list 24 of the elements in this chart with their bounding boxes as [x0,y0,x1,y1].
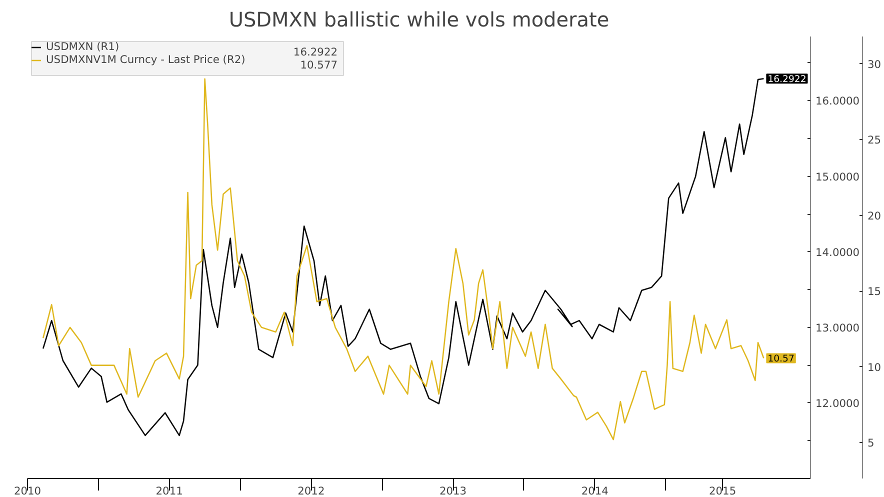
y-tick-label: 14.0000 [816,246,860,259]
y2-tick-label: 20 [868,209,882,222]
y-tick-label: 16.0000 [816,94,860,108]
annotation: 16.2922 [293,46,338,58]
y-tick-label: 13.0000 [816,321,860,334]
legend-label: USDMXNV1M Curncy - Last Price (R2) [46,53,246,66]
legend-label: USDMXN (R1) [46,40,120,53]
y2-tick-label: 30 [868,58,882,71]
data-label: 10.57 [768,354,794,365]
x-tick-label: 2012 [298,484,325,497]
x-tick-label: 2015 [708,484,736,497]
y-tick-label: 12.0000 [816,396,860,410]
annotation: 10.577 [300,58,338,72]
x-tick-label: 2014 [581,484,609,497]
x-tick-label: 2011 [156,484,183,497]
data-label: 16.2922 [768,74,806,86]
y2-tick-label: 25 [868,134,882,147]
y-tick-label: 15.0000 [816,170,860,184]
chart-title: USDMXN ballistic while vols moderate [228,8,610,32]
y2-tick-label: 10 [868,360,882,374]
y2-tick-label: 5 [868,436,874,450]
y2-tick-label: 15 [868,285,882,298]
x-tick-label: 2010 [14,484,42,497]
x-tick-label: 2013 [439,484,467,497]
